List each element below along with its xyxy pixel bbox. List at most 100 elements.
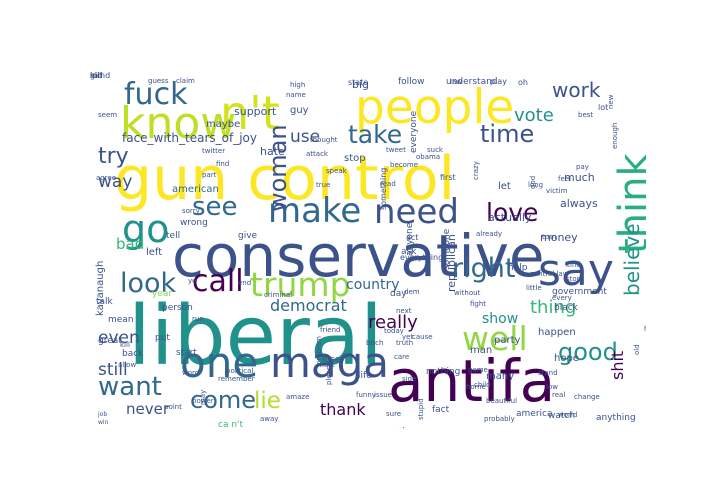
cloud-word: show (482, 311, 519, 327)
cloud-word: lot (598, 103, 609, 112)
cloud-word: mind (90, 72, 111, 80)
cloud-word: enough (611, 122, 619, 150)
cloud-word: shit (608, 351, 627, 381)
cloud-word: care (394, 353, 410, 361)
cloud-word: agree (96, 174, 117, 182)
cloud-word: fact (432, 405, 450, 415)
cloud-word: probably (484, 415, 515, 423)
cloud-word: world (558, 411, 578, 419)
cloud-word: problem (315, 336, 323, 366)
cloud-word: woman (264, 124, 292, 212)
cloud-word: without (454, 289, 481, 297)
cloud-word: child (474, 381, 491, 389)
cloud-word: part (202, 171, 217, 179)
cloud-word: kill (120, 341, 130, 349)
cloud-word: life (358, 371, 372, 381)
cloud-word: read (380, 180, 396, 188)
cloud-word: criminal (264, 291, 293, 299)
cloud-word: funny (356, 391, 376, 399)
cloud-word: tweet (386, 146, 406, 154)
cloud-word: bitch (366, 339, 384, 347)
cloud-word: work (552, 78, 601, 102)
cloud-word: maga (270, 338, 390, 387)
cloud-word: try (98, 144, 129, 169)
word-cloud: conservative liberal gun control antifa peop… (90, 72, 646, 428)
cloud-word: fuck (124, 77, 188, 112)
cloud-word: become (390, 161, 419, 169)
cloud-word: already (476, 230, 503, 238)
cloud-word: new (607, 94, 615, 109)
cloud-word: see (192, 192, 238, 222)
cloud-word: antifa (388, 347, 556, 415)
cloud-word: true (316, 181, 331, 189)
cloud-word: trump (250, 265, 351, 304)
cloud-word: gun control (114, 144, 456, 214)
cloud-word: say (538, 245, 614, 296)
cloud-word: today (384, 327, 404, 335)
cloud-word: want (98, 372, 162, 402)
cloud-word: thank (320, 400, 366, 419)
cloud-word: vote (514, 105, 554, 126)
cloud-word: cause (412, 333, 433, 341)
cloud-word: hope (554, 353, 579, 364)
cloud-word: home (466, 383, 486, 391)
cloud-word: sure (386, 410, 402, 418)
cloud-word: ye (188, 277, 197, 285)
cloud-word: beautiful (486, 397, 518, 405)
cloud-word: bad (116, 235, 145, 253)
cloud-word: need (374, 192, 459, 232)
cloud-word: let (498, 181, 511, 192)
cloud-word: everyone (409, 111, 419, 154)
cloud-word: go (122, 207, 170, 251)
cloud-word: america (516, 409, 553, 419)
cloud-word: take (348, 120, 403, 149)
cloud-word: back (122, 349, 144, 359)
cloud-word: know (120, 98, 237, 149)
cloud-word: remember (218, 375, 255, 383)
cloud-word: great (98, 336, 122, 346)
cloud-word: country (346, 277, 400, 293)
cloud-word: always (560, 197, 598, 210)
cloud-word: well (462, 319, 528, 358)
cloud-word: start (176, 348, 197, 358)
cloud-word: girl (90, 72, 103, 80)
cloud-word: obama (416, 153, 441, 161)
cloud-word: right (452, 253, 516, 284)
cloud-word: never (126, 400, 170, 418)
cloud-word: put (155, 333, 170, 343)
cloud-word: wrong (180, 218, 208, 228)
cloud-word: something (379, 167, 388, 211)
cloud-word: look (120, 268, 177, 299)
cloud-word: crazy (472, 161, 480, 180)
cloud-word: first (440, 173, 456, 182)
cloud-word: fight (470, 300, 487, 308)
cloud-word: old (633, 343, 641, 355)
cloud-word: must (317, 361, 335, 369)
cloud-word: twitter (202, 147, 226, 155)
cloud-word: thought (310, 136, 338, 144)
cloud-word: claim (176, 77, 195, 85)
cloud-word: act (406, 233, 419, 242)
cloud-word: issue (374, 391, 392, 399)
cloud-word: little (526, 284, 542, 292)
cloud-word: someone (442, 228, 452, 270)
cloud-word: lol (90, 72, 100, 80)
cloud-word: victim (546, 187, 568, 195)
cloud-word: dem (404, 288, 420, 296)
cloud-word: kid (90, 72, 102, 80)
cloud-word: many (486, 371, 515, 382)
cloud-word: away (260, 415, 279, 423)
cloud-word: kind (566, 261, 581, 269)
cloud-word: law (450, 78, 462, 86)
cloud-word: talk (96, 297, 113, 307)
cloud-word: end (238, 279, 252, 287)
cloud-word: give (238, 231, 258, 241)
cloud-word: word (182, 369, 200, 377)
cloud-word: understand (446, 77, 498, 87)
cloud-word: use (290, 127, 321, 147)
cloud-word: head (644, 326, 646, 333)
cloud-word: turn (542, 233, 557, 241)
cloud-word: man (470, 345, 493, 356)
cloud-word: time (480, 120, 535, 148)
cloud-word: side (402, 375, 417, 383)
